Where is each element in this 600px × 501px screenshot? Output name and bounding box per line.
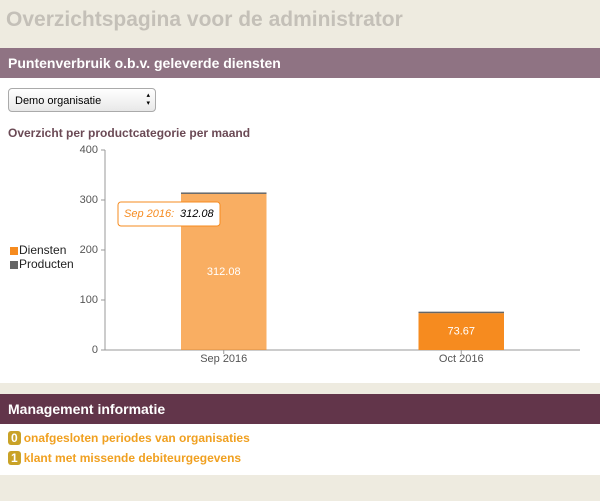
- legend-swatch: [10, 261, 18, 269]
- value-label: 73.67: [447, 325, 475, 337]
- tooltip-label: Sep 2016:: [124, 208, 174, 220]
- y-tick-label: 300: [80, 194, 98, 206]
- value-label: 312.08: [207, 266, 241, 278]
- page-title: Overzichtspagina voor de administrator: [6, 8, 403, 31]
- info-text: onafgesloten periodes van organisaties: [23, 431, 250, 445]
- y-tick-label: 400: [80, 144, 98, 156]
- legend-label: Producten: [19, 257, 74, 271]
- info-item[interactable]: 1 klant met missende debiteurgegevens: [8, 451, 241, 465]
- bar: [418, 313, 504, 350]
- tooltip-value: 312.08: [180, 208, 215, 220]
- section-header: Management informatie: [0, 394, 600, 424]
- y-tick-label: 0: [92, 344, 98, 356]
- badge: 1: [8, 451, 21, 465]
- y-tick-label: 200: [80, 244, 98, 256]
- legend-swatch: [10, 247, 18, 255]
- bar: [418, 311, 504, 314]
- chart: Overzicht per productcategorie per maand…: [8, 126, 580, 365]
- x-tick-label: Sep 2016: [200, 353, 247, 365]
- x-tick-label: Oct 2016: [439, 353, 484, 365]
- y-tick-label: 100: [80, 294, 98, 306]
- tooltip-box: [117, 201, 221, 227]
- info-item[interactable]: 0 onafgesloten periodes van organisaties: [8, 431, 250, 445]
- section-header: Puntenverbruik o.b.v. geleverde diensten: [0, 48, 600, 78]
- tooltip: Sep 2016: 312.08: [117, 201, 221, 227]
- organisation-select[interactable]: Demo organisatie: [8, 88, 156, 112]
- chart-title: Overzicht per productcategorie per maand: [8, 126, 250, 140]
- panel: 0 onafgesloten periodes van organisaties …: [0, 424, 600, 475]
- bar: [181, 192, 267, 194]
- legend-label: Diensten: [19, 243, 66, 257]
- badge: 0: [8, 431, 21, 445]
- info-text: klant met missende debiteurgegevens: [23, 451, 242, 465]
